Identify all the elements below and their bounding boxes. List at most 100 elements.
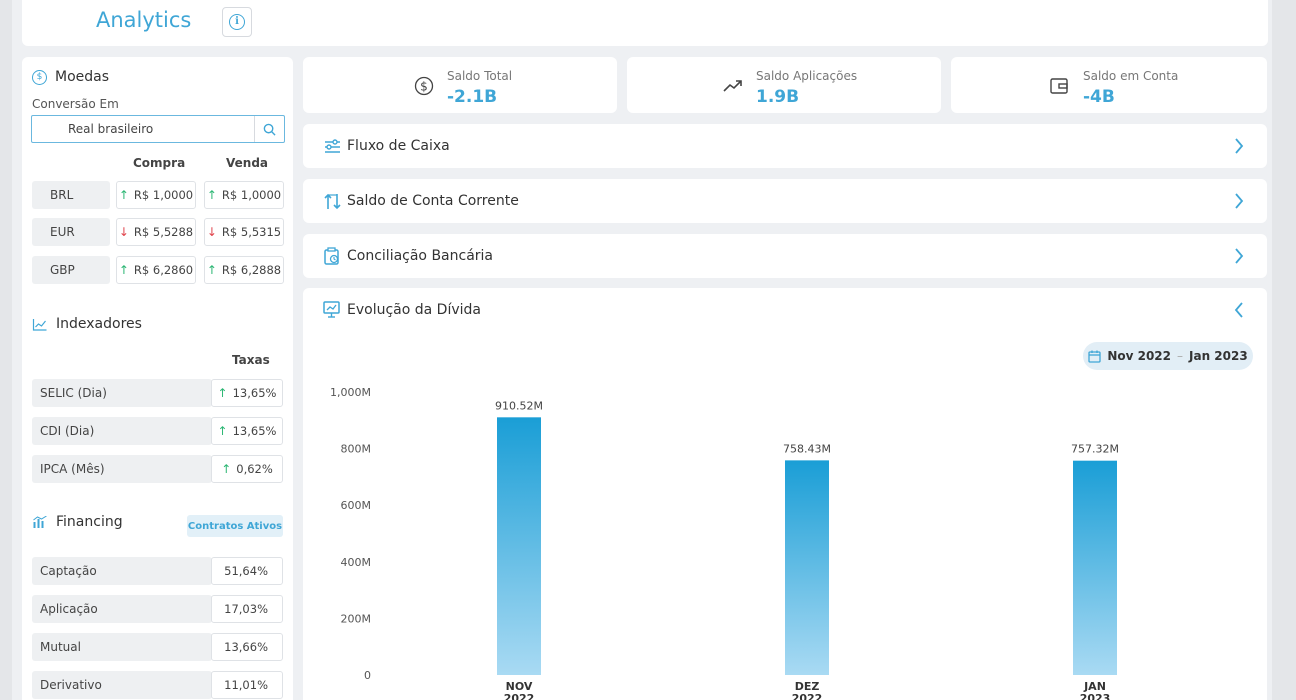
bar-value-label: 757.32M [1071, 443, 1119, 456]
indexador-value: ↑ 0,62% [211, 455, 283, 483]
y-tick-label: 0 [364, 669, 371, 682]
financing-value: 51,64% [211, 557, 283, 585]
arrow-up-icon: ↑ [118, 188, 129, 202]
section-conciliacao-bancaria[interactable]: Conciliação Bancária [303, 234, 1267, 278]
date-range-picker[interactable]: Nov 2022 – Jan 2023 [1083, 342, 1253, 370]
trending-up-icon [722, 75, 744, 97]
venda-value: ↑ R$ 1,0000 [204, 181, 284, 209]
wallet-icon [1048, 75, 1070, 97]
info-icon: i [229, 14, 245, 30]
card-value: -2.1B [447, 87, 498, 107]
arrow-up-icon: ↑ [221, 462, 232, 476]
sliders-icon [323, 137, 341, 155]
financing-value: 13,66% [211, 633, 283, 661]
chevron-right-icon[interactable] [1229, 245, 1249, 267]
currency-code: EUR [32, 218, 110, 246]
chart-section-label: Evolução da Dívida [347, 302, 481, 318]
x-tick-label: NOV [506, 680, 533, 693]
financing-label: Derivativo [32, 671, 212, 699]
indexadores-title: Indexadores [56, 316, 142, 332]
col-compra: Compra [133, 156, 186, 170]
search-icon [263, 123, 276, 136]
bar-chart-icon [33, 515, 47, 528]
section-saldo-conta-corrente[interactable]: Saldo de Conta Corrente [303, 179, 1267, 223]
section-label: Saldo de Conta Corrente [347, 193, 519, 209]
x-tick-label: 2022 [504, 692, 535, 700]
transfer-icon [323, 192, 341, 210]
col-venda: Venda [226, 156, 268, 170]
debt-bar-chart: 0200M400M600M800M1,000M910.52MNOV2022758… [330, 386, 1119, 700]
line-chart-icon [32, 318, 47, 331]
svg-text:$: $ [420, 80, 428, 94]
currency-select[interactable] [31, 115, 285, 143]
header-bar: Analytics i [22, 0, 1268, 46]
venda-text: R$ 6,2888 [221, 263, 282, 277]
y-tick-label: 600M [341, 499, 372, 512]
financing-title: Financing [56, 514, 123, 530]
indexador-rate: 0,62% [236, 462, 273, 476]
indexador-label: IPCA (Mês) [32, 455, 212, 483]
presentation-chart-icon [323, 301, 341, 319]
financing-value: 11,01% [211, 671, 283, 699]
compra-text: R$ 5,5288 [133, 225, 194, 239]
info-button[interactable]: i [222, 7, 252, 37]
moedas-heading: $ Moedas [32, 69, 109, 85]
dollar-circle-icon: $ [413, 75, 435, 97]
indexador-rate: 13,65% [232, 386, 277, 400]
card-value: 1.9B [756, 87, 800, 107]
y-tick-label: 200M [341, 612, 372, 625]
card-label: Saldo Aplicações [756, 69, 858, 83]
bar-value-label: 758.43M [783, 442, 831, 455]
chevron-right-icon[interactable] [1229, 135, 1249, 157]
x-tick-label: 2022 [792, 692, 823, 700]
card-label: Saldo em Conta [1083, 69, 1179, 83]
financing-label: Captação [32, 557, 212, 585]
chevron-right-icon[interactable] [1229, 190, 1249, 212]
section-evolucao-da-divida: Evolução da Dívida Nov 2022 – Jan 2023 0… [303, 288, 1267, 700]
arrow-up-icon: ↑ [217, 386, 228, 400]
date-from: Nov 2022 [1107, 349, 1171, 363]
venda-value: ↓ R$ 5,5315 [204, 218, 284, 246]
section-fluxo-de-caixa[interactable]: Fluxo de Caixa [303, 124, 1267, 168]
card-saldo-aplicacoes: Saldo Aplicações 1.9B [627, 57, 941, 113]
date-separator: – [1177, 349, 1183, 363]
arrow-up-icon: ↑ [206, 188, 217, 202]
currency-input[interactable] [32, 116, 254, 142]
window-frame-left [0, 0, 12, 700]
arrow-up-icon: ↑ [118, 263, 129, 277]
venda-text: R$ 5,5315 [221, 225, 282, 239]
col-taxas: Taxas [232, 353, 270, 367]
y-tick-label: 1,000M [330, 386, 371, 399]
clipboard-clock-icon [323, 247, 341, 265]
compra-value: ↑ R$ 6,2860 [116, 256, 196, 284]
financing-heading: Financing [32, 514, 123, 530]
section-label: Conciliação Bancária [347, 248, 494, 264]
currency-code: BRL [32, 181, 110, 209]
search-button[interactable] [254, 116, 284, 142]
bar [785, 460, 829, 675]
financing-label: Aplicação [32, 595, 212, 623]
card-label: Saldo Total [447, 69, 513, 83]
date-to: Jan 2023 [1189, 349, 1248, 363]
arrow-down-icon: ↓ [118, 225, 129, 239]
x-tick-label: DEZ [795, 680, 820, 693]
arrow-down-icon: ↓ [206, 225, 217, 239]
compra-text: R$ 1,0000 [133, 188, 194, 202]
calendar-icon [1088, 350, 1101, 363]
y-tick-label: 400M [341, 556, 372, 569]
contratos-ativos-badge[interactable]: Contratos Ativos [187, 515, 283, 537]
moedas-title: Moedas [55, 69, 110, 85]
bar [1073, 460, 1117, 675]
window-frame-right [1272, 0, 1296, 700]
bar [497, 417, 541, 675]
y-tick-label: 800M [341, 443, 372, 456]
chevron-left-icon[interactable] [1229, 299, 1249, 321]
financing-value: 17,03% [211, 595, 283, 623]
section-label: Fluxo de Caixa [347, 138, 450, 154]
indexadores-heading: Indexadores [32, 316, 142, 332]
dollar-circle-icon: $ [32, 69, 47, 85]
bar-value-label: 910.52M [495, 399, 543, 412]
x-tick-label: JAN [1083, 680, 1106, 693]
card-saldo-total: $ Saldo Total -2.1B [303, 57, 617, 113]
venda-text: R$ 1,0000 [221, 188, 282, 202]
